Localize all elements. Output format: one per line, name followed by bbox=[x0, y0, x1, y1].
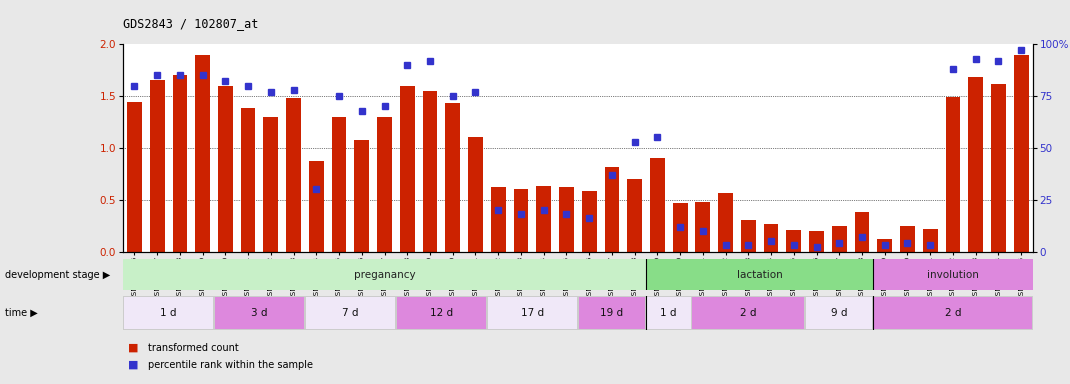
Bar bbox=[488, 297, 577, 329]
Bar bbox=[400, 86, 415, 252]
Bar bbox=[692, 297, 805, 329]
Bar bbox=[127, 102, 142, 252]
Bar bbox=[922, 229, 937, 252]
Bar bbox=[874, 297, 1031, 329]
Bar bbox=[123, 259, 646, 290]
Bar bbox=[445, 103, 460, 252]
Bar bbox=[582, 191, 597, 252]
Bar bbox=[468, 137, 483, 252]
Bar bbox=[605, 167, 620, 252]
Text: GDS2843 / 102807_at: GDS2843 / 102807_at bbox=[123, 17, 259, 30]
Bar bbox=[809, 231, 824, 252]
Text: 1 d: 1 d bbox=[160, 308, 177, 318]
Bar bbox=[877, 239, 892, 252]
Bar bbox=[873, 259, 1033, 290]
Text: 1 d: 1 d bbox=[660, 308, 677, 318]
Bar bbox=[786, 230, 801, 252]
Text: transformed count: transformed count bbox=[148, 343, 239, 353]
Text: 2 d: 2 d bbox=[740, 308, 756, 318]
Text: ■: ■ bbox=[128, 360, 139, 370]
Bar bbox=[579, 297, 645, 329]
Bar bbox=[306, 297, 395, 329]
Text: 3 d: 3 d bbox=[251, 308, 268, 318]
Bar bbox=[423, 91, 438, 252]
Text: involution: involution bbox=[927, 270, 979, 280]
Bar bbox=[215, 297, 304, 329]
Text: percentile rank within the sample: percentile rank within the sample bbox=[148, 360, 312, 370]
Bar bbox=[491, 187, 506, 252]
Bar bbox=[764, 223, 779, 252]
Text: 2 d: 2 d bbox=[945, 308, 961, 318]
Bar bbox=[968, 77, 983, 252]
Text: 12 d: 12 d bbox=[430, 308, 453, 318]
Text: 7 d: 7 d bbox=[342, 308, 358, 318]
Bar bbox=[218, 86, 233, 252]
Bar bbox=[718, 194, 733, 252]
Text: 19 d: 19 d bbox=[600, 308, 624, 318]
Bar bbox=[397, 297, 486, 329]
Text: lactation: lactation bbox=[737, 270, 782, 280]
Bar bbox=[991, 84, 1006, 252]
Bar bbox=[195, 55, 210, 252]
Bar bbox=[332, 117, 347, 252]
Bar bbox=[263, 117, 278, 252]
Bar bbox=[647, 297, 690, 329]
Bar bbox=[172, 75, 187, 252]
Text: ■: ■ bbox=[128, 343, 139, 353]
Bar bbox=[946, 97, 961, 252]
Bar bbox=[124, 297, 213, 329]
Bar bbox=[740, 220, 755, 252]
Bar bbox=[627, 179, 642, 252]
Bar bbox=[559, 187, 574, 252]
Text: time ▶: time ▶ bbox=[5, 308, 39, 318]
Bar bbox=[806, 297, 872, 329]
Text: 17 d: 17 d bbox=[521, 308, 544, 318]
Bar bbox=[241, 108, 256, 252]
Bar bbox=[309, 161, 324, 252]
Bar bbox=[649, 158, 664, 252]
Bar bbox=[900, 226, 915, 252]
Bar bbox=[855, 212, 870, 252]
Bar bbox=[646, 259, 873, 290]
Bar bbox=[673, 203, 688, 252]
Text: development stage ▶: development stage ▶ bbox=[5, 270, 110, 280]
Bar bbox=[286, 98, 301, 252]
Bar bbox=[536, 186, 551, 252]
Bar bbox=[831, 226, 846, 252]
Bar bbox=[354, 139, 369, 252]
Text: 9 d: 9 d bbox=[831, 308, 847, 318]
Bar bbox=[514, 189, 529, 252]
Bar bbox=[150, 81, 165, 252]
Bar bbox=[377, 117, 392, 252]
Bar bbox=[1013, 55, 1028, 252]
Bar bbox=[696, 202, 710, 252]
Text: preganancy: preganancy bbox=[354, 270, 415, 280]
